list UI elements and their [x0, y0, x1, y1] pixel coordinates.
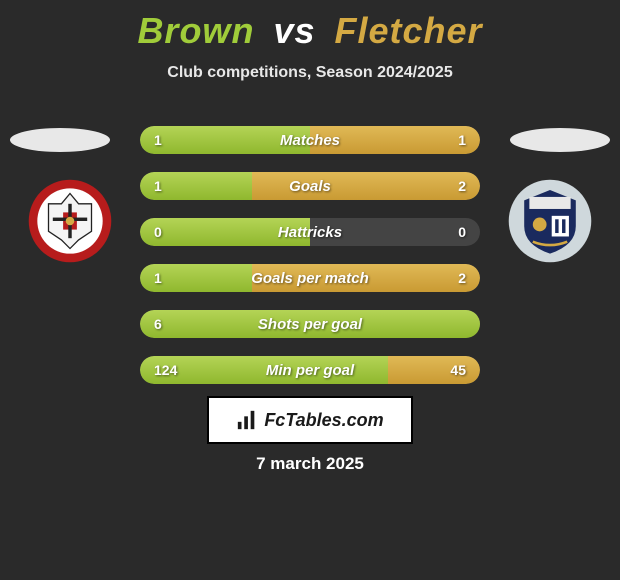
ellipse-decoration-right: [510, 128, 610, 152]
player2-name: Fletcher: [335, 10, 483, 51]
brand-box: FcTables.com: [207, 396, 413, 444]
ellipse-decoration-left: [10, 128, 110, 152]
comparison-title: Brown vs Fletcher: [0, 0, 620, 52]
club-crest-left: [27, 178, 113, 264]
stat-label: Min per goal: [140, 356, 480, 384]
stat-bar-row: 12445Min per goal: [140, 356, 480, 384]
crest-left-icon: [27, 178, 113, 264]
stat-bar-row: 00Hattricks: [140, 218, 480, 246]
stat-label: Hattricks: [140, 218, 480, 246]
brand-text: FcTables.com: [264, 410, 383, 431]
stat-bar-row: 12Goals per match: [140, 264, 480, 292]
date-label: 7 march 2025: [0, 454, 620, 474]
stat-label: Shots per goal: [140, 310, 480, 338]
stat-label: Matches: [140, 126, 480, 154]
club-crest-right: [507, 178, 593, 264]
stat-label: Goals per match: [140, 264, 480, 292]
stat-bar-row: 6Shots per goal: [140, 310, 480, 338]
crest-right-icon: [507, 178, 593, 264]
stat-bar-row: 12Goals: [140, 172, 480, 200]
player1-name: Brown: [137, 10, 254, 51]
stat-bar-row: 11Matches: [140, 126, 480, 154]
stat-bars: 11Matches 12Goals 00Hattricks 12Goals per m…: [140, 126, 480, 402]
subtitle: Club competitions, Season 2024/2025: [0, 64, 620, 82]
stat-label: Goals: [140, 172, 480, 200]
chart-icon: [236, 409, 258, 431]
vs-label: vs: [273, 10, 315, 51]
